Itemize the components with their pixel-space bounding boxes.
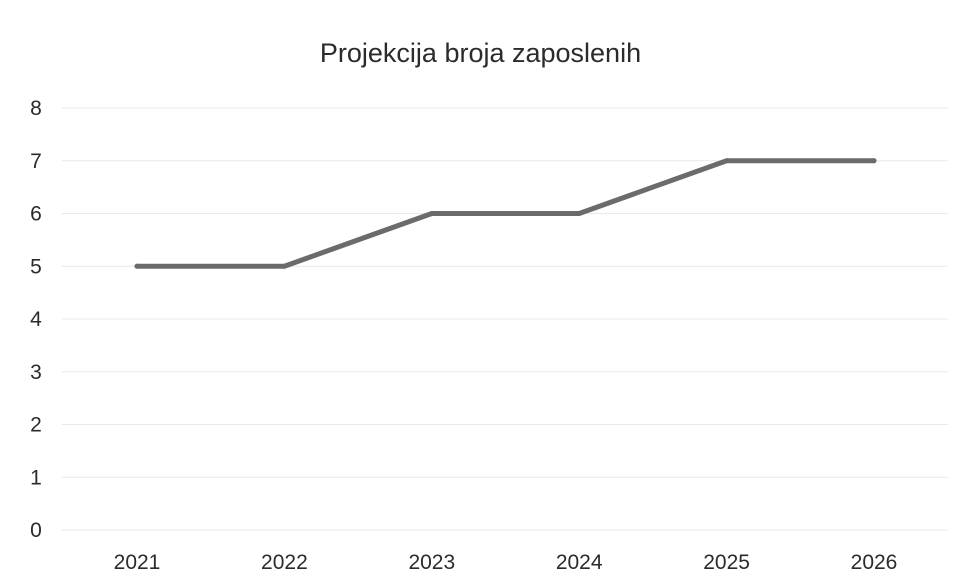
x-tick-label: 2021 bbox=[114, 551, 161, 574]
data-point bbox=[134, 263, 140, 269]
data-point bbox=[429, 211, 435, 216]
y-tick-label: 7 bbox=[30, 150, 42, 173]
y-tick-label: 5 bbox=[30, 255, 42, 278]
x-tick-label: 2026 bbox=[851, 551, 898, 574]
data-point bbox=[724, 158, 730, 164]
x-tick-label: 2025 bbox=[703, 551, 750, 574]
y-tick-label: 4 bbox=[30, 308, 42, 331]
x-tick-label: 2023 bbox=[408, 551, 455, 574]
y-tick-label: 8 bbox=[30, 97, 42, 120]
y-tick-label: 1 bbox=[30, 466, 42, 489]
x-tick-label: 2022 bbox=[261, 551, 308, 574]
y-tick-label: 3 bbox=[30, 361, 42, 384]
x-tick-label: 2024 bbox=[556, 551, 603, 574]
data-point bbox=[281, 263, 287, 269]
y-tick-label: 0 bbox=[30, 519, 42, 542]
chart-title: Projekcija broja zaposlenih bbox=[319, 38, 642, 68]
y-tick-label: 6 bbox=[30, 203, 42, 226]
data-point bbox=[576, 211, 582, 216]
y-tick-label: 2 bbox=[30, 414, 42, 437]
data-point bbox=[871, 158, 877, 164]
series-line bbox=[134, 158, 877, 269]
